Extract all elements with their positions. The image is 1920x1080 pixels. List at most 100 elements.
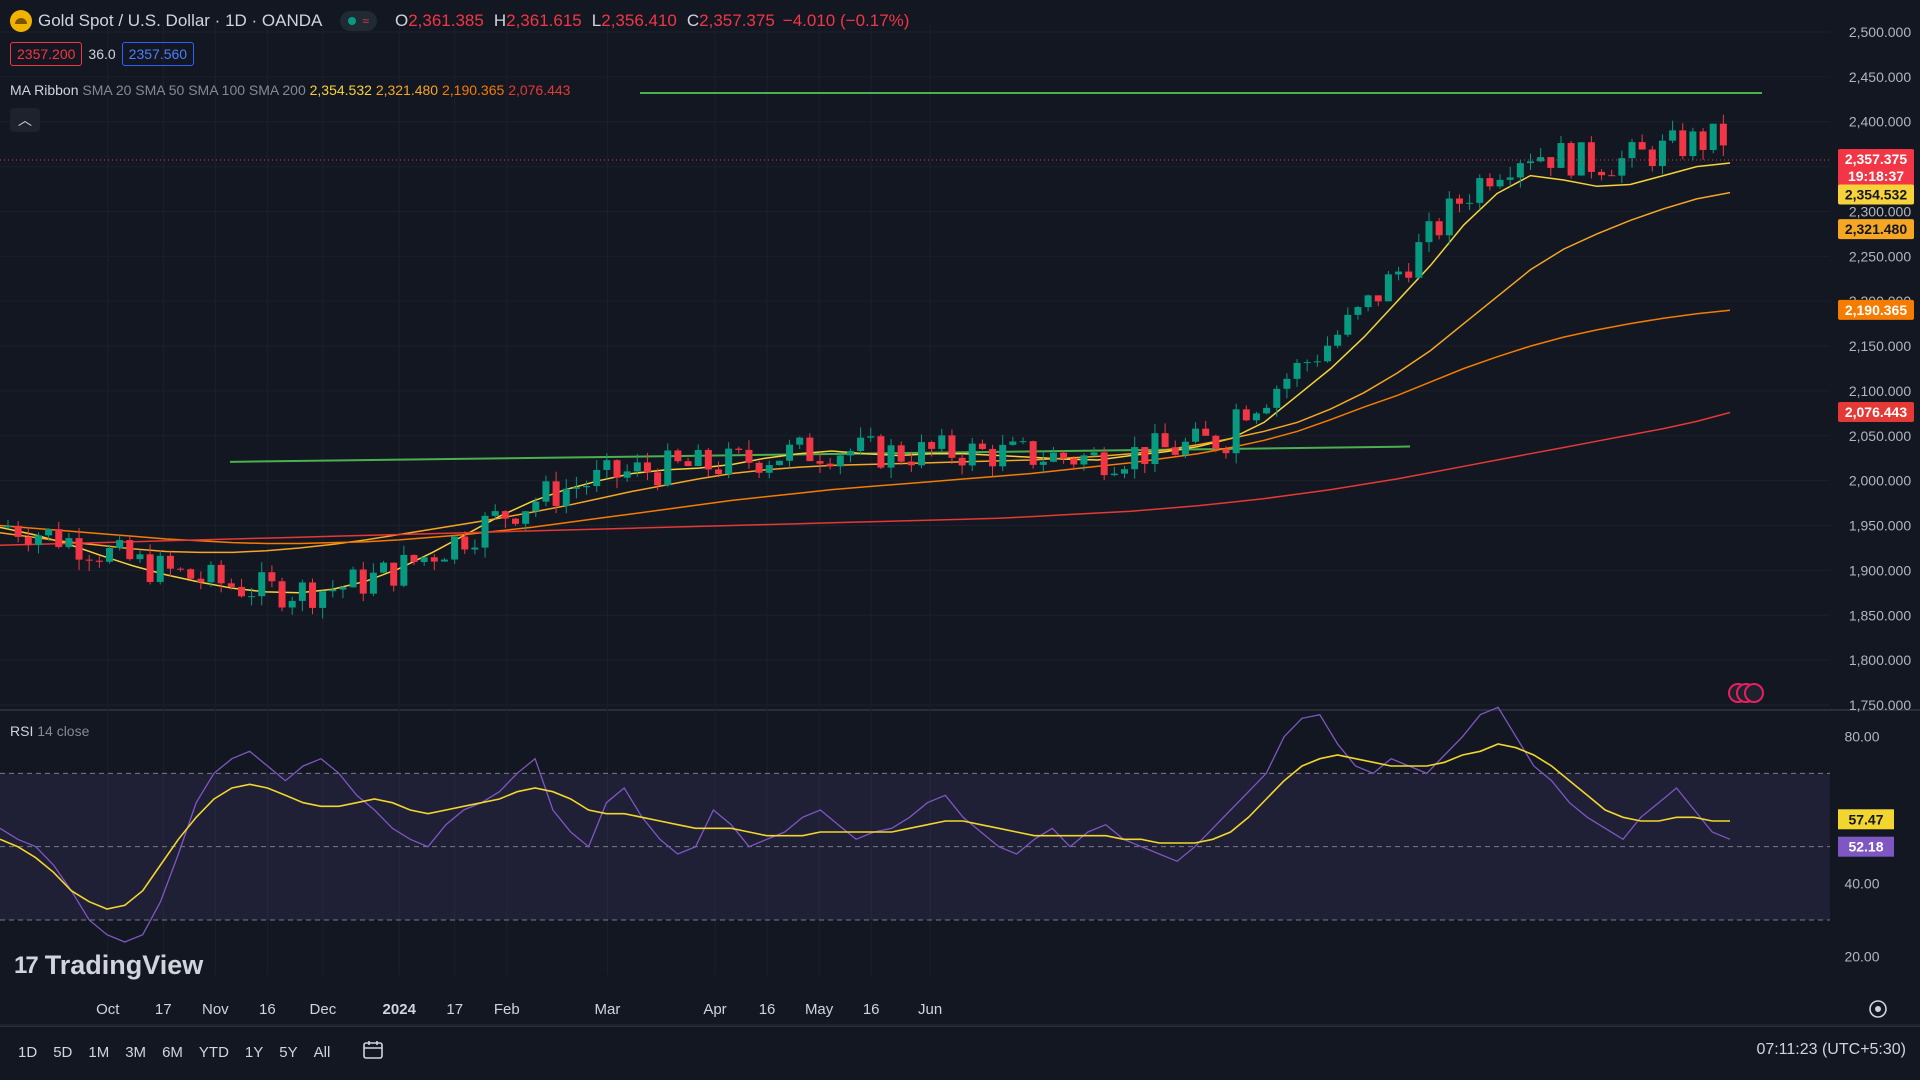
candle-body (237, 586, 245, 597)
candle-body (1252, 413, 1260, 421)
ma-ribbon-params: SMA 20 SMA 50 SMA 100 SMA 200 (82, 82, 306, 98)
candle-body (1070, 458, 1078, 465)
candle-body (978, 443, 986, 449)
timeframe-1y[interactable]: 1Y (244, 1043, 264, 1061)
candle-body (1587, 142, 1595, 172)
x-tick-label: 16 (863, 1001, 880, 1018)
candle-body (1039, 461, 1047, 465)
candle-body (1212, 435, 1220, 449)
candle-body (1019, 441, 1027, 443)
candle-body (116, 540, 124, 549)
candle-body (65, 538, 73, 548)
market-status-pill[interactable]: ≈ (340, 11, 377, 31)
timeframe-3m[interactable]: 3M (125, 1043, 147, 1061)
candle-body (1415, 242, 1423, 278)
candle-body (156, 555, 164, 582)
clock-timezone[interactable]: 07:11:23 (UTC+5:30) (1756, 1041, 1906, 1058)
timeframe-all[interactable]: All (313, 1043, 331, 1061)
candle-body (593, 469, 601, 487)
last-price-label-bg (1838, 148, 1914, 187)
candle-body (1527, 161, 1534, 164)
sma20-axis-label: 2,354.532 (1845, 187, 1907, 203)
rsi-label-bg (1838, 836, 1894, 857)
symbol-header: Gold Spot / U.S. Dollar · 1D · OANDA ≈ O… (10, 8, 909, 34)
candle-body (1425, 221, 1433, 243)
candle-body (258, 572, 266, 597)
close-value: 2,357.375 (699, 11, 775, 30)
open-value: 2,361.385 (408, 11, 484, 30)
gold-icon (10, 10, 32, 32)
candle-body (1658, 140, 1666, 166)
rsi-legend[interactable]: RSI 14 close (10, 723, 89, 739)
candle-body (572, 487, 580, 489)
candle-body (1293, 362, 1301, 379)
candle-body (694, 449, 702, 466)
axis-settings-gear-icon (1869, 1000, 1887, 1018)
sma100-axis-label-bg (1838, 299, 1914, 320)
sma100-axis-label: 2,190.365 (1845, 302, 1907, 318)
candle-body (989, 448, 997, 467)
timeframe-1d[interactable]: 1D (18, 1043, 38, 1061)
timeframe-5d[interactable]: 5D (53, 1043, 73, 1061)
candle-body (420, 557, 428, 563)
candle-body (410, 554, 418, 563)
candle-body (552, 481, 560, 506)
candle-body (126, 540, 134, 560)
candle-body (938, 435, 946, 449)
candle-body (481, 515, 489, 548)
candle-body (501, 511, 509, 519)
timeframe-ytd[interactable]: YTD (198, 1043, 229, 1061)
candle-body (288, 600, 296, 608)
candle-body (1313, 361, 1321, 363)
tradingview-logo[interactable]: 17 TradingView (14, 950, 203, 981)
candle-body (887, 445, 895, 468)
timeframe-6m[interactable]: 6M (162, 1043, 183, 1061)
candle-body (918, 442, 925, 466)
candle-body (1080, 455, 1088, 465)
symbol-title[interactable]: Gold Spot / U.S. Dollar · 1D · OANDA (38, 11, 323, 30)
candle-body (1608, 175, 1616, 177)
candle-body (613, 460, 621, 478)
axis-settings-gear-hub (1875, 1006, 1881, 1012)
candle-body (522, 511, 530, 524)
candle-body (430, 557, 438, 562)
sell-price-button[interactable]: 2357.200 (10, 42, 83, 66)
candle-body (1242, 409, 1250, 421)
candle-body (1628, 142, 1636, 159)
candle-body (664, 450, 672, 486)
candle-body (1466, 202, 1474, 204)
x-tick-label: Dec (310, 1001, 337, 1018)
candle-body (765, 465, 773, 473)
buy-price-button[interactable]: 2357.560 (121, 42, 195, 66)
candle-body (623, 471, 631, 478)
candle-body (278, 581, 286, 608)
sma-line-4 (0, 411, 1731, 547)
candle-body (24, 536, 32, 546)
candle-body (1344, 314, 1352, 335)
calendar-goto-icon[interactable] (362, 1039, 386, 1061)
sma20-value: 2,354.532 (309, 82, 372, 98)
collapse-legend-button[interactable]: ︿ (10, 108, 40, 132)
candle-body (755, 462, 763, 473)
candle-body (846, 450, 854, 456)
candle-body (1202, 428, 1210, 436)
ma-ribbon-legend[interactable]: MA Ribbon SMA 20 SMA 50 SMA 100 SMA 200 … (10, 82, 570, 98)
candle-body (1476, 178, 1484, 203)
timeframe-1m[interactable]: 1M (88, 1043, 110, 1061)
change-value: −4.010 (−0.17%) (782, 11, 910, 30)
candle-body (643, 462, 651, 473)
candle-body (674, 450, 682, 462)
economic-event-flag-icon (1744, 683, 1764, 703)
x-tick-label: Feb (494, 1001, 520, 1018)
candle-body (928, 442, 936, 449)
candle-body (907, 461, 915, 466)
timeframe-5y[interactable]: 5Y (279, 1043, 298, 1061)
y-tick-label: 2,250.000 (1849, 248, 1911, 264)
candle-body (1567, 143, 1575, 176)
candle-body (1324, 345, 1331, 362)
candle-body (217, 564, 225, 584)
close-label: C (686, 11, 700, 30)
candle-body (1141, 447, 1149, 465)
candle-body (1719, 123, 1727, 146)
